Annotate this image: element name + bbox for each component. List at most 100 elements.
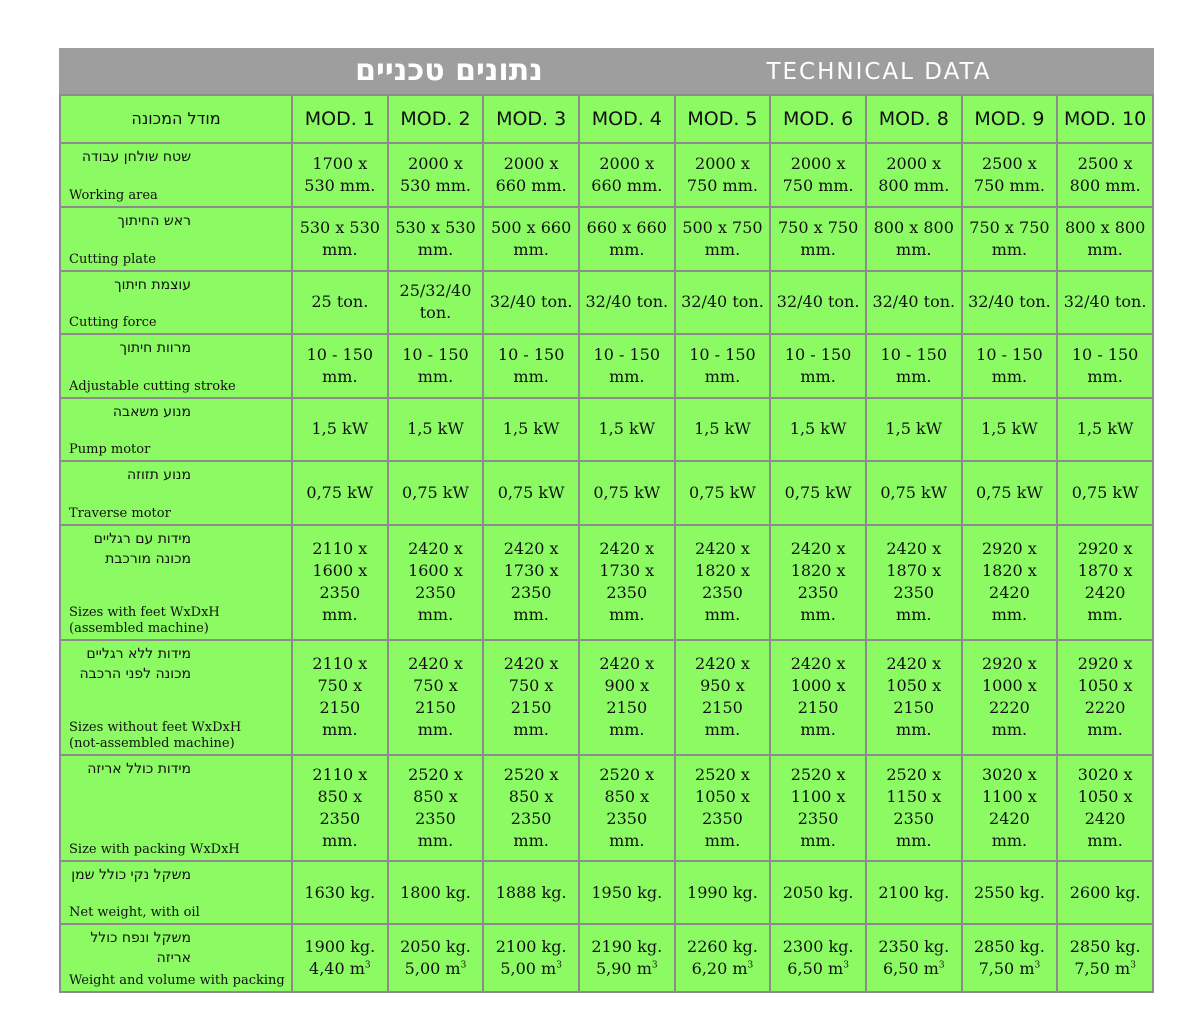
spec-cell: 2100 kg. xyxy=(866,861,961,924)
row-label-english: Net weight, with oil xyxy=(69,905,200,921)
spec-value: 750 x 750 mm. xyxy=(969,217,1050,259)
spec-cell: 3020 x 1100 x 2420 mm. xyxy=(962,755,1057,860)
spec-value: 2520 x 850 x 2350 mm. xyxy=(503,764,559,850)
row-label: שטח שולחן עבודה Working area xyxy=(61,144,291,206)
spec-cell: 2520 x 850 x 2350 mm. xyxy=(579,755,674,860)
spec-cell: 2000 x 660 mm. xyxy=(579,144,674,206)
spec-value: 32/40 ton. xyxy=(1063,292,1147,312)
spec-value: 2420 x 950 x 2150 mm. xyxy=(695,654,750,740)
volume-value: 5,00 m xyxy=(500,959,557,979)
row-label: מנוע תזוזה Traverse motor xyxy=(61,462,291,524)
spec-cell: 2420 x 950 x 2150 mm. xyxy=(675,640,770,754)
spec-cell: 660 x 660 mm. xyxy=(579,207,674,270)
spec-cell: 2850 kg. 7,50 m3 xyxy=(962,925,1057,991)
spec-cell: 0,75 kW xyxy=(1058,462,1152,524)
spec-value: 0,75 kW xyxy=(880,483,948,503)
spec-value: 2420 x 1600 x 2350 mm. xyxy=(408,539,463,625)
row-label-english: Cutting plate xyxy=(69,251,156,267)
volume-unit-exponent: 3 xyxy=(460,960,467,971)
spec-cell: 2050 kg. xyxy=(771,861,865,924)
spec-value: 2520 x 850 x 2350 mm. xyxy=(599,764,655,850)
title-english: TECHNICAL DATA xyxy=(766,59,992,85)
spec-cell: 1630 kg. xyxy=(293,861,387,924)
spec-cell: 2520 x 1100 x 2350 mm. xyxy=(771,755,865,860)
spec-cell: 2000 x 750 mm. xyxy=(771,144,865,206)
model-header: MOD. 3 xyxy=(484,96,578,143)
spec-value: 1,5 kW xyxy=(981,419,1038,439)
spec-value: 0,75 kW xyxy=(1071,483,1139,503)
spec-cell: 10 - 150 mm. xyxy=(293,335,387,397)
spec-cell: 2100 kg. 5,00 m3 xyxy=(484,925,578,991)
spec-value: 1,5 kW xyxy=(407,419,464,439)
spec-cell: 800 x 800 mm. xyxy=(1058,207,1152,270)
row-label: מנוע משאבה Pump motor xyxy=(61,398,291,461)
volume-unit-exponent: 3 xyxy=(651,960,658,971)
spec-value: 10 - 150 mm. xyxy=(784,344,852,386)
spec-value: 2520 x 1050 x 2350 mm. xyxy=(695,764,750,850)
spec-cell: 1800 kg. xyxy=(388,861,483,924)
spec-cell: 2190 kg. 5,90 m3 xyxy=(579,925,674,991)
spec-cell: 2000 x 800 mm. xyxy=(866,144,961,206)
spec-cell: 1,5 kW xyxy=(388,398,483,461)
spec-value: 2920 x 1000 x 2220 mm. xyxy=(982,654,1037,740)
spec-table: מודל המכונה MOD. 1 MOD. 2 MOD. 3 MOD. 4 MOD. … xyxy=(59,94,1154,993)
spec-value: 25/32/40 ton. xyxy=(399,281,472,323)
spec-value: 2420 x 900 x 2150 mm. xyxy=(599,654,655,740)
spec-row: מנוע משאבה Pump motor 1,5 kW 1,5 kW 1,5 kW 1,… xyxy=(61,398,1152,461)
spec-cell: 2110 x 750 x 2150 mm. xyxy=(293,640,387,754)
weight-value: 2260 kg. xyxy=(687,937,758,957)
title-bar: נתונים טכניים TECHNICAL DATA xyxy=(59,48,1154,94)
spec-cell: 1,5 kW xyxy=(484,398,578,461)
spec-value: 2600 kg. xyxy=(1069,882,1141,902)
spec-cell: 32/40 ton. xyxy=(1058,271,1152,334)
spec-cell: 2000 x 750 mm. xyxy=(675,144,770,206)
weight-value: 2100 kg. xyxy=(495,937,567,957)
volume-unit-exponent: 3 xyxy=(364,960,371,971)
spec-cell: 0,75 kW xyxy=(579,462,674,524)
weight-value: 2850 kg. xyxy=(974,937,1045,957)
spec-cell: 2420 x 1820 x 2350 mm. xyxy=(771,525,865,639)
volume-value: 6,50 m xyxy=(882,959,939,979)
row-label-hebrew: משקל ונפח כולל אריזה xyxy=(90,930,191,967)
row-label: מידות ללא רגליים מכונה לפני הרכבה Sizes w… xyxy=(61,640,291,754)
spec-value: 800 x 800 mm. xyxy=(1064,217,1146,259)
spec-cell: 0,75 kW xyxy=(866,462,961,524)
technical-data-sheet: נתונים טכניים TECHNICAL DATA מודל המכונה… xyxy=(59,48,1154,993)
spec-cell: 10 - 150 mm. xyxy=(771,335,865,397)
volume-unit-exponent: 3 xyxy=(1034,960,1041,971)
spec-cell: 2420 x 750 x 2150 mm. xyxy=(388,640,483,754)
spec-cell: 2000 x 660 mm. xyxy=(484,144,578,206)
spec-value: 1630 kg. xyxy=(304,882,376,902)
spec-value: 2920 x 1870 x 2420 mm. xyxy=(1077,539,1133,625)
spec-cell: 32/40 ton. xyxy=(484,271,578,334)
spec-value: 2000 x 660 mm. xyxy=(591,154,663,196)
spec-value: 0,75 kW xyxy=(784,483,852,503)
spec-cell: 1,5 kW xyxy=(962,398,1057,461)
spec-cell: 2110 x 1600 x 2350 mm. xyxy=(293,525,387,639)
spec-cell: 10 - 150 mm. xyxy=(1058,335,1152,397)
spec-cell: 32/40 ton. xyxy=(866,271,961,334)
spec-cell: 2420 x 1730 x 2350 mm. xyxy=(484,525,578,639)
spec-value: 1990 kg. xyxy=(687,882,758,902)
spec-cell: 1,5 kW xyxy=(579,398,674,461)
model-header: MOD. 5 xyxy=(675,96,770,143)
spec-value: 3020 x 1100 x 2420 mm. xyxy=(982,764,1037,850)
model-label: מודל המכונה xyxy=(61,96,291,143)
spec-cell: 530 x 530 mm. xyxy=(293,207,387,270)
spec-cell: 1,5 kW xyxy=(293,398,387,461)
spec-cell: 2420 x 1870 x 2350 mm. xyxy=(866,525,961,639)
spec-cell: 2420 x 750 x 2150 mm. xyxy=(484,640,578,754)
volume-value: 7,50 m xyxy=(1074,959,1131,979)
row-label-english: Weight and volume with packing xyxy=(69,973,285,988)
spec-cell: 750 x 750 mm. xyxy=(962,207,1057,270)
spec-cell: 2420 x 1000 x 2150 mm. xyxy=(771,640,865,754)
spec-value: 0,75 kW xyxy=(306,483,374,503)
spec-value: 10 - 150 mm. xyxy=(497,344,565,386)
spec-cell: 2520 x 850 x 2350 mm. xyxy=(484,755,578,860)
model-header: MOD. 2 xyxy=(388,96,483,143)
volume-unit-exponent: 3 xyxy=(938,960,945,971)
row-label: מידות עם רגליים מכונה מורכבת Sizes with f… xyxy=(61,525,291,639)
spec-cell: 500 x 750 mm. xyxy=(675,207,770,270)
volume-value: 6,20 m xyxy=(691,959,748,979)
spec-cell: 2500 x 800 mm. xyxy=(1058,144,1152,206)
